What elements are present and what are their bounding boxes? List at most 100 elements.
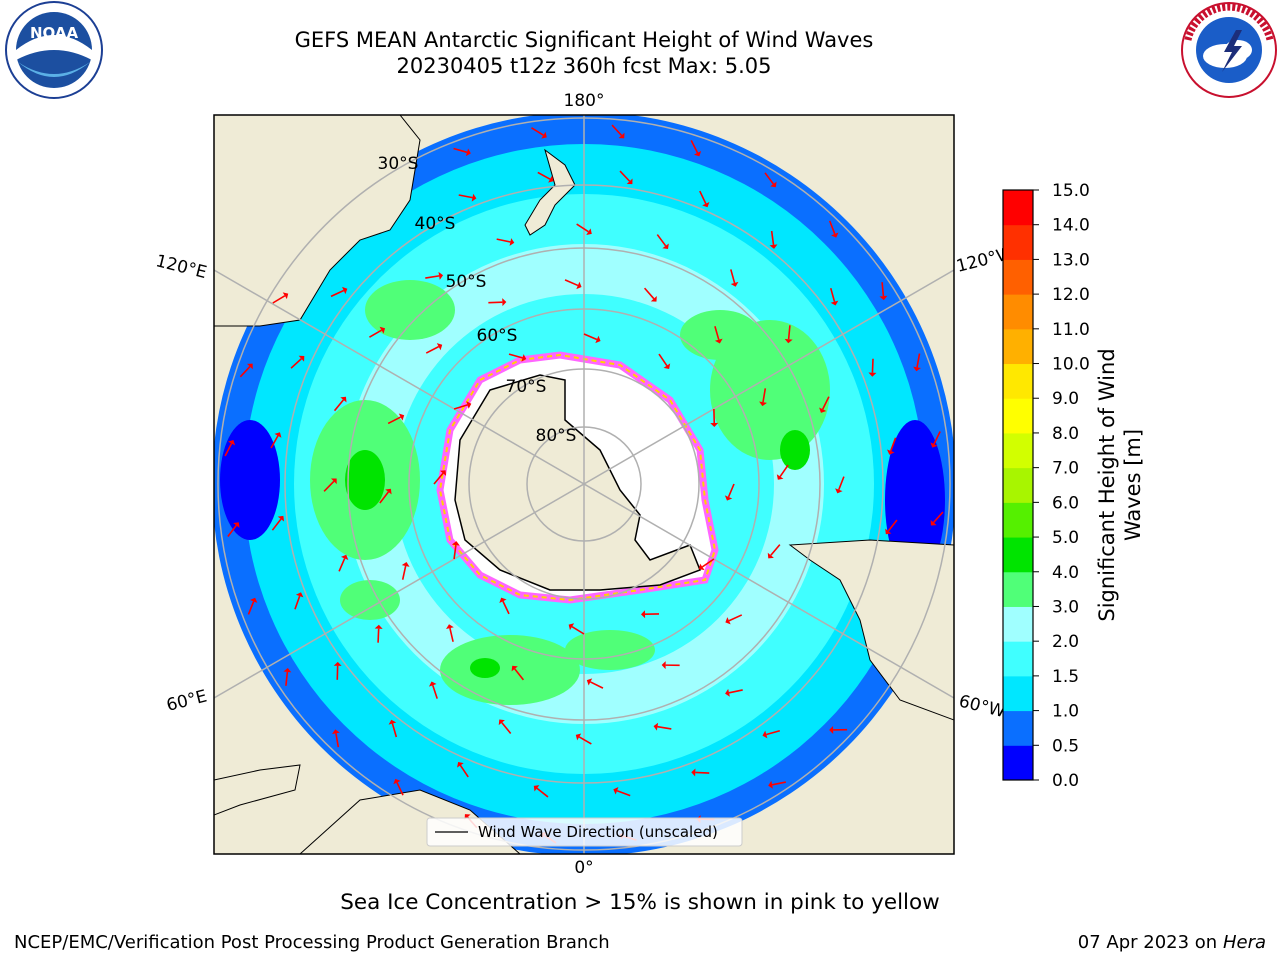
wave-arrow-head xyxy=(274,432,282,438)
wave-arrow-head xyxy=(868,372,877,377)
wave-arrow-shaft xyxy=(779,464,789,477)
wave-arrow-head xyxy=(641,610,646,619)
wave-arrow-head xyxy=(724,495,733,501)
wave-arrow-head xyxy=(374,624,383,629)
colorbar-label-line1: Significant Height of Wind xyxy=(1095,348,1119,621)
wave-arrow-head xyxy=(436,343,443,351)
wave-arrow-shaft xyxy=(571,626,585,635)
wave-arrow-head xyxy=(784,338,793,344)
wave-arrow-shaft xyxy=(387,416,401,425)
wave-arrow-shaft xyxy=(699,190,707,205)
wave-arrow-shaft xyxy=(508,353,523,359)
lon-label-180: 180° xyxy=(564,91,605,111)
wave-arrow-shaft xyxy=(433,472,444,485)
wave-arrow-shaft xyxy=(453,545,457,560)
wave-arrow-head xyxy=(710,422,719,427)
colorbar-segment xyxy=(1003,190,1033,226)
wave-arrow-head xyxy=(385,488,392,495)
wave-arrow-head xyxy=(930,442,938,448)
wave-arrow-shaft xyxy=(333,399,345,412)
wave-arrow-head xyxy=(699,563,705,571)
wave-arrow-head xyxy=(331,729,340,734)
wave-arrow-shaft xyxy=(771,781,786,786)
wave-arrow-head xyxy=(548,175,554,183)
wave-arrow-head xyxy=(650,296,657,302)
wave-arrow-shaft xyxy=(453,147,468,154)
wave-arrow-shaft xyxy=(887,519,898,532)
wave-arrow-head xyxy=(398,413,405,421)
machine-name: Hera xyxy=(1222,932,1266,953)
wave-arrow-shaft xyxy=(323,480,335,492)
wave-arrow-shaft xyxy=(564,279,579,287)
wave-arrow-shaft xyxy=(730,269,736,284)
colorbar-segment xyxy=(1003,745,1033,781)
wave-arrow-shaft xyxy=(536,787,549,798)
wave-arrow-shaft xyxy=(576,223,589,233)
map-legend: Wind Wave Direction (unscaled) xyxy=(426,817,743,847)
colorbar-segment xyxy=(1003,606,1033,642)
wave-arrow-head xyxy=(662,243,669,250)
colorbar-segment xyxy=(1003,398,1033,434)
wave-arrow-shaft xyxy=(501,722,512,734)
wave-arrow-head xyxy=(829,725,834,734)
wave-arrow-shaft xyxy=(502,600,510,615)
wave-arrow-head xyxy=(533,785,540,792)
wave-arrow-shaft xyxy=(643,287,655,300)
wave-arrow-shaft xyxy=(828,220,836,235)
wave-arrow-head xyxy=(885,528,892,535)
wave-arrow-shaft xyxy=(932,511,944,524)
lat-label-40s: 40°S xyxy=(415,214,456,234)
wave-arrow-head xyxy=(393,778,401,785)
wave-arrow-head xyxy=(340,554,349,561)
colorbar-tick-label: 14.0 xyxy=(1052,216,1090,236)
wave-arrow-shaft xyxy=(690,139,699,154)
colorbar-tick-label: 12.0 xyxy=(1052,285,1090,305)
wave-arrow-shaft xyxy=(829,287,836,302)
wave-arrow-shaft xyxy=(764,172,775,185)
wave-arrow-head xyxy=(831,232,839,238)
wave-arrow-head xyxy=(767,552,774,559)
wave-arrow-head xyxy=(576,281,582,290)
colorbar-tick-label: 10.0 xyxy=(1052,355,1090,375)
wave-arrow-shaft xyxy=(578,736,592,745)
wave-arrow-head xyxy=(776,474,784,480)
lon-label-120e: 120°E xyxy=(154,251,209,283)
colorbar-tick-label: 0.5 xyxy=(1052,736,1079,756)
wave-arrow-head xyxy=(714,338,723,344)
wave-arrow-shaft xyxy=(770,230,775,245)
colorbar-segment xyxy=(1003,641,1033,677)
wave-arrow-head xyxy=(249,597,258,603)
colorbar-tick-label: 13.0 xyxy=(1052,250,1090,270)
wave-arrow-shaft xyxy=(583,333,598,341)
colorbar-label-line2: Waves [m] xyxy=(1121,429,1145,541)
colorbar-tick-label: 8.0 xyxy=(1052,424,1079,444)
wave-arrow-head xyxy=(277,515,285,522)
wave-arrow-shaft xyxy=(369,329,382,338)
wave-arrow-shaft xyxy=(821,396,830,410)
lon-label-0: 0° xyxy=(574,858,593,878)
wave-arrow-head xyxy=(887,449,895,455)
wave-arrow-shaft xyxy=(890,437,897,452)
wave-arrow-shaft xyxy=(458,194,473,199)
colorbar-tick-label: 3.0 xyxy=(1052,597,1079,617)
wave-arrow-shaft xyxy=(590,681,604,689)
colorbar-segment xyxy=(1003,571,1033,607)
colorbar-segment xyxy=(1003,537,1033,573)
wave-arrow-head xyxy=(702,201,710,208)
colorbar-segment xyxy=(1003,259,1033,295)
wave-arrow-head xyxy=(568,623,575,631)
colorbar-tick-label: 15.0 xyxy=(1052,181,1090,201)
colorbar-tick-label: 1.5 xyxy=(1052,667,1079,687)
colorbar-tick-label: 7.0 xyxy=(1052,459,1079,479)
wave-arrow-head xyxy=(730,281,739,287)
wave-arrow-head xyxy=(498,719,505,726)
graticule xyxy=(214,115,954,854)
wave-arrow-head xyxy=(691,768,696,777)
wave-arrow-shaft xyxy=(531,127,544,136)
wave-arrow-shaft xyxy=(728,614,743,622)
wave-arrow-head xyxy=(663,363,671,369)
colorbar-tick-label: 11.0 xyxy=(1052,320,1090,340)
wave-arrow-shaft xyxy=(695,771,710,774)
colorbar-segment xyxy=(1003,710,1033,746)
wave-arrow-shaft xyxy=(787,325,791,340)
